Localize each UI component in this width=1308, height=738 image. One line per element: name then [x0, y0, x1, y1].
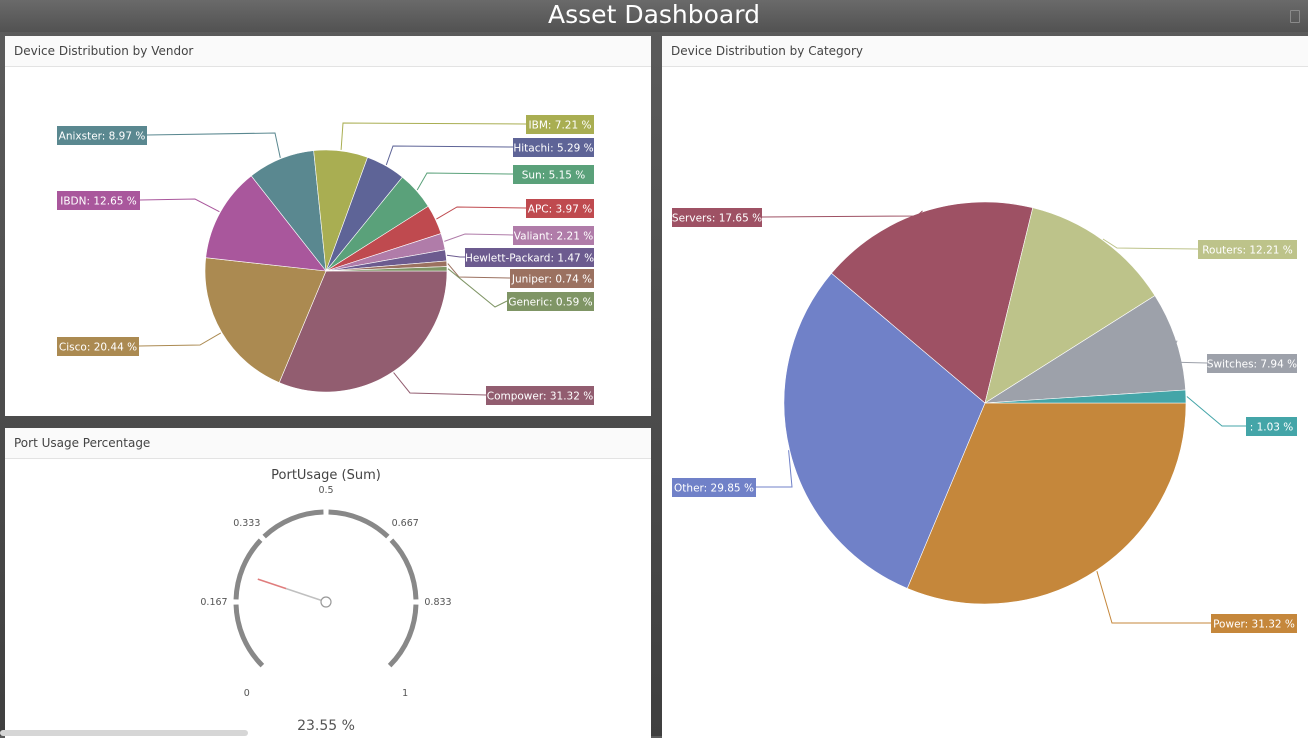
- leader-line-apc: [436, 206, 527, 220]
- data-label-box-apc: [526, 199, 594, 218]
- data-label-power: Power: 31.32 %: [1213, 619, 1295, 631]
- leader-line-cisco: [138, 332, 222, 347]
- gauge-arc-segment: [262, 509, 324, 539]
- gauge-title: PortUsage (Sum): [271, 468, 381, 483]
- data-label-box-anixster: [57, 126, 147, 145]
- pie-slice-unnamed[interactable]: [984, 389, 1187, 404]
- pie-slice-switches[interactable]: [984, 295, 1186, 404]
- horizontal-scrollbar[interactable]: [0, 730, 248, 736]
- data-label-box-ibm: [526, 115, 594, 134]
- gauge-tick-label: 0.167: [200, 597, 227, 608]
- pie-slice-servers[interactable]: [831, 201, 1034, 404]
- port-usage-panel: Port Usage Percentage PortUsage (Sum) 0 0.…: [5, 428, 651, 738]
- gauge-arc-segment: [387, 604, 419, 668]
- data-label-box-switches: [1207, 354, 1297, 373]
- data-label-sun: Sun: 5.15 %: [522, 170, 586, 182]
- leader-line-sun: [416, 172, 514, 191]
- top-bar: Asset Dashboard: [0, 0, 1308, 32]
- data-label-anixster: Anixster: 8.97 %: [59, 131, 146, 143]
- data-label-box-hewlett-packard: [465, 248, 594, 267]
- leader-line-servers: [761, 210, 923, 218]
- data-label-hewlett-packard: Hewlett-Packard: 1.47 %: [465, 253, 594, 265]
- leader-line-switches: [1166, 340, 1208, 364]
- gauge-value: 23.55 %: [297, 718, 355, 734]
- leader-line-valiant: [444, 233, 514, 242]
- leader-line-power: [1096, 571, 1211, 624]
- gauge-pivot: [320, 596, 332, 608]
- data-label-box-juniper: [510, 269, 594, 288]
- dashboard-title: Asset Dashboard: [548, 0, 760, 29]
- gauge-tick-label: 0.333: [233, 518, 260, 529]
- pie-slice-power[interactable]: [906, 402, 1187, 605]
- data-label-ibm: IBM: 7.21 %: [529, 120, 592, 132]
- panel-title: Device Distribution by Category: [662, 36, 1308, 67]
- gauge-arc-segment: [328, 509, 390, 539]
- leader-line-other: [756, 450, 793, 488]
- data-label-box-unnamed: [1246, 417, 1297, 436]
- data-label-apc: APC: 3.97 %: [528, 204, 592, 216]
- vendor-distribution-panel: Device Distribution by Vendor Compower: …: [5, 36, 651, 416]
- gauge-tick-label: 0.5: [318, 485, 333, 496]
- leader-line-hitachi: [385, 145, 514, 166]
- data-label-routers: Routers: 12.21 %: [1202, 245, 1293, 257]
- gauge-arc-segment: [233, 604, 265, 668]
- gauge-arc-segment: [233, 538, 263, 600]
- leader-line-juniper: [447, 263, 511, 279]
- pie-slice-other[interactable]: [783, 272, 986, 589]
- pie-slice-ibdn[interactable]: [205, 175, 327, 272]
- leader-line-ibdn: [139, 198, 220, 213]
- data-label-box-ibdn: [57, 191, 140, 210]
- data-label-box-cisco: [57, 337, 139, 356]
- data-label-valiant: Valiant: 2.21 %: [514, 231, 593, 243]
- leader-line-ibm: [340, 122, 527, 150]
- data-label-ibdn: IBDN: 12.65 %: [60, 196, 137, 208]
- gauge-tick-label: 0.667: [392, 518, 419, 529]
- document-icon[interactable]: [1290, 10, 1300, 23]
- data-label-box-valiant: [513, 226, 594, 245]
- gauge-arc-segment: [389, 538, 419, 600]
- panel-title: Port Usage Percentage: [5, 428, 651, 459]
- data-label-box-generic: [507, 292, 594, 311]
- data-label-juniper: Juniper: 0.74 %: [511, 274, 592, 286]
- leader-line-generic: [447, 268, 508, 308]
- gauge-tick-label: 0: [244, 688, 250, 699]
- leader-line-routers: [1102, 238, 1199, 250]
- data-label-other: Other: 29.85 %: [674, 483, 754, 495]
- category-distribution-panel: Device Distribution by Category Power: 3…: [662, 36, 1308, 738]
- vendor-pie-chart: Compower: 31.32 % Cisco: 20.44 % IBDN: 12.…: [57, 115, 594, 405]
- data-label-switches: Switches: 7.94 %: [1207, 359, 1297, 371]
- gauge-needle-tip: [257, 578, 287, 590]
- category-pie-chart: Power: 31.32 % Other: 29.85 % Servers: 17.…: [672, 201, 1297, 633]
- data-label-hitachi: Hitachi: 5.29 %: [513, 143, 593, 155]
- data-label-cisco: Cisco: 20.44 %: [59, 342, 137, 354]
- leader-line-unnamed: [1186, 396, 1246, 427]
- data-label-box-routers: [1198, 240, 1297, 259]
- data-label-generic: Generic: 0.59 %: [508, 297, 592, 309]
- data-label-servers: Servers: 17.65 %: [672, 213, 762, 225]
- data-label-box-servers: [672, 208, 762, 227]
- leader-line-hewlett-packard: [446, 254, 465, 258]
- data-label-box-compower: [486, 386, 594, 405]
- pie-slice-generic[interactable]: [325, 266, 448, 272]
- leader-line-compower: [393, 372, 487, 396]
- data-label-unnamed: : 1.03 %: [1250, 422, 1294, 434]
- gauge-tick-label: 1: [402, 688, 408, 699]
- data-label-box-hitachi: [513, 138, 594, 157]
- data-label-compower: Compower: 31.32 %: [487, 391, 594, 403]
- port-usage-gauge: PortUsage (Sum) 0 0.167 0.333 0.5 0.667 0.833 1…: [200, 468, 451, 734]
- data-label-box-other: [672, 478, 756, 497]
- data-label-box-sun: [513, 165, 594, 184]
- data-label-box-power: [1211, 614, 1297, 633]
- gauge-needle: [285, 587, 322, 602]
- pie-slice-compower[interactable]: [278, 270, 448, 393]
- pie-slice-cisco[interactable]: [204, 257, 327, 383]
- gauge-tick-label: 0.833: [424, 597, 451, 608]
- pie-slice-routers[interactable]: [984, 207, 1156, 404]
- leader-line-anixster: [146, 132, 281, 159]
- panel-title: Device Distribution by Vendor: [5, 36, 651, 67]
